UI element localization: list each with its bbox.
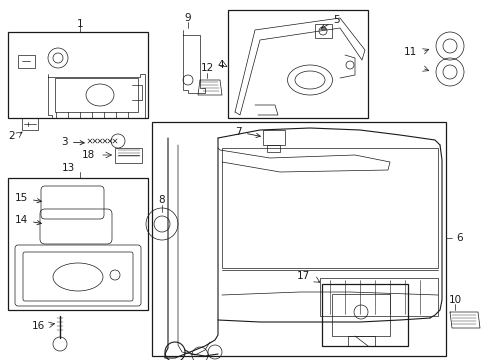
- Bar: [22, 118, 38, 130]
- Bar: [314, 24, 331, 38]
- Bar: [331, 294, 389, 336]
- Bar: [227, 10, 367, 118]
- Bar: [55, 78, 138, 112]
- Text: 5: 5: [321, 15, 339, 28]
- Text: 6: 6: [455, 233, 462, 243]
- Text: 1: 1: [77, 19, 83, 29]
- Bar: [152, 122, 445, 356]
- Text: 8: 8: [159, 195, 165, 205]
- Bar: [8, 178, 148, 310]
- Bar: [8, 32, 148, 118]
- Text: 17: 17: [296, 271, 309, 281]
- Text: 14: 14: [15, 215, 41, 225]
- Bar: [266, 145, 280, 152]
- Bar: [319, 278, 437, 316]
- Text: 11: 11: [403, 47, 416, 57]
- Text: 18: 18: [81, 150, 95, 160]
- Bar: [18, 55, 35, 68]
- Text: 2: 2: [9, 131, 15, 141]
- Text: 9: 9: [184, 13, 191, 23]
- Text: 16: 16: [31, 321, 44, 331]
- Bar: [222, 148, 437, 268]
- Text: 15: 15: [15, 193, 41, 203]
- Text: 12: 12: [200, 63, 213, 73]
- Bar: [263, 130, 285, 145]
- Bar: [115, 148, 142, 163]
- Text: 3: 3: [61, 137, 84, 147]
- Text: 7: 7: [235, 127, 260, 138]
- Text: 13: 13: [61, 163, 75, 173]
- Text: 4: 4: [217, 60, 224, 70]
- Text: 10: 10: [447, 295, 461, 305]
- Bar: [321, 284, 407, 346]
- Bar: [347, 336, 374, 346]
